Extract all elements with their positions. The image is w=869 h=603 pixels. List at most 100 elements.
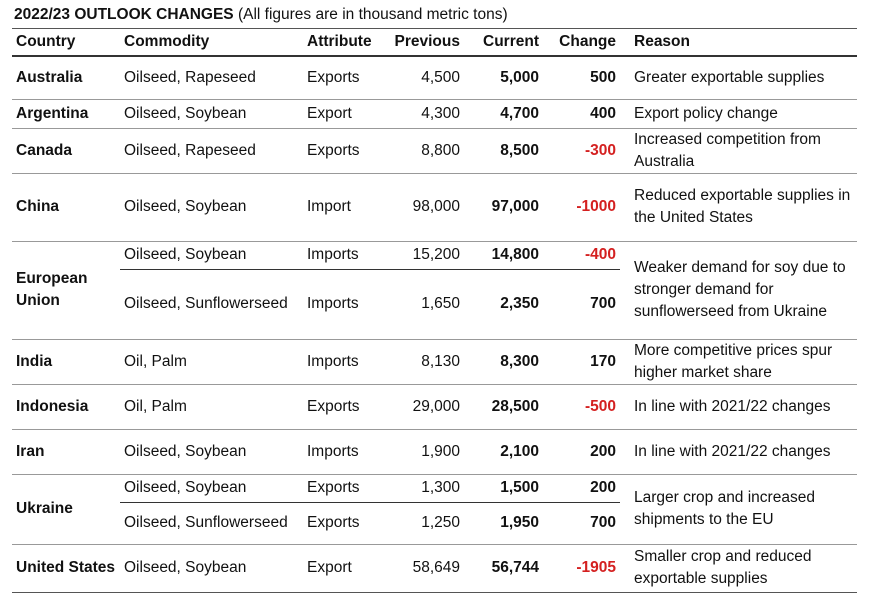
- column-header: Current: [464, 28, 543, 57]
- current-cell: 97,000: [464, 172, 543, 241]
- current-cell: 1,500: [464, 473, 543, 502]
- country-cell: Iran: [12, 428, 120, 474]
- change-cell: -300: [543, 127, 620, 173]
- attribute-cell: Exports: [303, 55, 383, 99]
- attribute-cell: Imports: [303, 338, 383, 384]
- previous-cell: 98,000: [383, 172, 464, 241]
- table-row: United States Oilseed, Soybean Export 58,64…: [12, 543, 857, 593]
- table-row: Iran Oilseed, Soybean Imports 1,900 2,100 200…: [12, 428, 857, 474]
- country-cell: Australia: [12, 55, 120, 99]
- current-cell: 2,350: [464, 268, 543, 339]
- change-cell: 170: [543, 338, 620, 384]
- attribute-cell: Exports: [303, 127, 383, 173]
- attribute-cell: Imports: [303, 240, 383, 269]
- commodity-cell: Oilseed, Soybean: [120, 473, 303, 502]
- table-row: China Oilseed, Soybean Import 98,000 97,000-…: [12, 172, 857, 241]
- table-row: Australia Oilseed, Rapeseed Exports 4,500 5,…: [12, 55, 857, 99]
- attribute-cell: Exports: [303, 383, 383, 429]
- reason-cell: Weaker demand for soy due to stronger de…: [620, 240, 857, 339]
- attribute-cell: Imports: [303, 428, 383, 474]
- country-cell: India: [12, 338, 120, 384]
- change-cell: -1905: [543, 543, 620, 593]
- outlook-changes-table: Country Commodity Attribute Previous Current…: [12, 28, 857, 593]
- previous-cell: 4,500: [383, 55, 464, 99]
- attribute-cell: Imports: [303, 268, 383, 339]
- table-row: Canada Oilseed, Rapeseed Exports 8,800 8,500…: [12, 127, 857, 173]
- change-cell: 700: [543, 501, 620, 544]
- commodity-cell: Oilseed, Rapeseed: [120, 127, 303, 173]
- reason-cell: Greater exportable supplies: [620, 55, 857, 99]
- attribute-cell: Export: [303, 98, 383, 128]
- commodity-cell: Oilseed, Soybean: [120, 98, 303, 128]
- current-cell: 56,744: [464, 543, 543, 593]
- header-row: Country Commodity Attribute Previous Current…: [12, 28, 857, 57]
- table-row: Oilseed, Sunflowerseed Exports 1,250 1,950 7…: [12, 501, 857, 544]
- commodity-cell: Oilseed, Soybean: [120, 240, 303, 269]
- previous-cell: 1,900: [383, 428, 464, 474]
- reason-cell: Larger crop and increased shipments to t…: [620, 473, 857, 544]
- current-cell: 2,100: [464, 428, 543, 474]
- previous-cell: 8,800: [383, 127, 464, 173]
- country-cell: Indonesia: [12, 383, 120, 429]
- change-cell: 200: [543, 428, 620, 474]
- table-row: Argentina Oilseed, Soybean Export 4,300 4,70…: [12, 98, 857, 128]
- column-header: Change: [543, 28, 620, 57]
- commodity-cell: Oilseed, Sunflowerseed: [120, 501, 303, 544]
- attribute-cell: Import: [303, 172, 383, 241]
- current-cell: 5,000: [464, 55, 543, 99]
- commodity-cell: Oilseed, Soybean: [120, 543, 303, 593]
- change-cell: 500: [543, 55, 620, 99]
- commodity-cell: Oilseed, Rapeseed: [120, 55, 303, 99]
- commodity-cell: Oilseed, Soybean: [120, 428, 303, 474]
- reason-cell: Export policy change: [620, 98, 857, 128]
- reason-cell: In line with 2021/22 changes: [620, 428, 857, 474]
- current-cell: 1,950: [464, 501, 543, 544]
- table-row: India Oil, Palm Imports 8,130 8,300 170 More c…: [12, 338, 857, 384]
- column-header: Country: [12, 28, 120, 57]
- current-cell: 14,800: [464, 240, 543, 269]
- previous-cell: 1,650: [383, 268, 464, 339]
- change-cell: 200: [543, 473, 620, 502]
- reason-cell: Reduced exportable supplies in the Unite…: [620, 172, 857, 241]
- country-cell: European Union: [12, 240, 120, 339]
- commodity-cell: Oilseed, Sunflowerseed: [120, 268, 303, 339]
- table-row: Indonesia Oil, Palm Exports 29,000 28,500 -50…: [12, 383, 857, 429]
- reason-cell: Increased competition from Australia: [620, 127, 857, 173]
- previous-cell: 1,300: [383, 473, 464, 502]
- country-cell: Canada: [12, 127, 120, 173]
- commodity-cell: Oil, Palm: [120, 338, 303, 384]
- table-title: 2022/23 OUTLOOK CHANGES (All figures are…: [14, 6, 508, 23]
- change-cell: -400: [543, 240, 620, 269]
- country-cell: Ukraine: [12, 473, 120, 544]
- table-row: Ukraine Oilseed, Soybean Exports 1,300 1,500…: [12, 473, 857, 544]
- table-row: Oilseed, Sunflowerseed Imports 1,650 2,350 7…: [12, 268, 857, 339]
- change-cell: -1000: [543, 172, 620, 241]
- reason-cell: Smaller crop and reduced exportable supp…: [620, 543, 857, 593]
- attribute-cell: Export: [303, 543, 383, 593]
- current-cell: 8,300: [464, 338, 543, 384]
- column-header: Previous: [383, 28, 464, 57]
- column-header: Attribute: [303, 28, 383, 57]
- column-header: Reason: [620, 28, 857, 57]
- change-cell: -500: [543, 383, 620, 429]
- reason-cell: More competitive prices spur higher mark…: [620, 338, 857, 384]
- country-cell: Argentina: [12, 98, 120, 128]
- previous-cell: 58,649: [383, 543, 464, 593]
- previous-cell: 4,300: [383, 98, 464, 128]
- current-cell: 4,700: [464, 98, 543, 128]
- column-header: Commodity: [120, 28, 303, 57]
- country-cell: United States: [12, 543, 120, 593]
- current-cell: 8,500: [464, 127, 543, 173]
- table-row: European Union Oilseed, Soybean Imports 15,…: [12, 240, 857, 339]
- change-cell: 400: [543, 98, 620, 128]
- current-cell: 28,500: [464, 383, 543, 429]
- previous-cell: 15,200: [383, 240, 464, 269]
- reason-cell: In line with 2021/22 changes: [620, 383, 857, 429]
- previous-cell: 1,250: [383, 501, 464, 544]
- country-cell: China: [12, 172, 120, 241]
- attribute-cell: Exports: [303, 473, 383, 502]
- previous-cell: 29,000: [383, 383, 464, 429]
- attribute-cell: Exports: [303, 501, 383, 544]
- change-cell: 700: [543, 268, 620, 339]
- commodity-cell: Oil, Palm: [120, 383, 303, 429]
